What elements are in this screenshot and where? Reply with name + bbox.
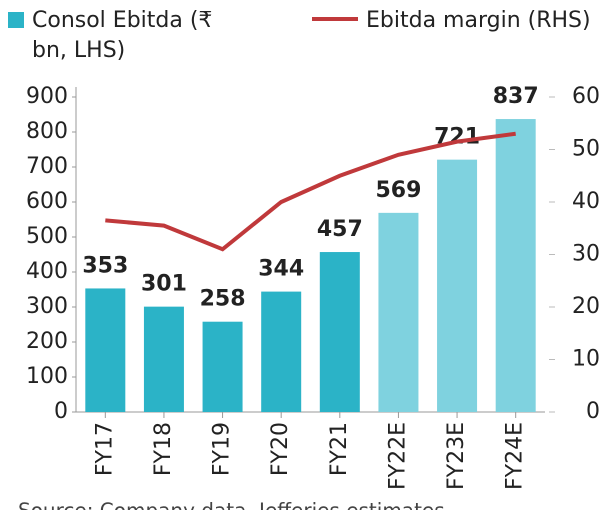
y-tick-label: 300 bbox=[26, 294, 68, 319]
y-tick-label: 900 bbox=[26, 84, 68, 109]
x-tick-label: FY20 bbox=[268, 422, 293, 476]
data-label: 258 bbox=[200, 287, 246, 312]
legend-swatch bbox=[312, 17, 358, 21]
y-tick-label: 200 bbox=[26, 329, 68, 354]
data-label: 457 bbox=[317, 217, 363, 242]
y-tick-label: 600 bbox=[26, 189, 68, 214]
x-tick-label: FY17 bbox=[92, 422, 117, 476]
source-note: Source: Company data, Jefferies estimate… bbox=[18, 499, 445, 510]
y2-tick-label: 40 bbox=[572, 189, 600, 214]
bar bbox=[261, 291, 302, 412]
x-tick-label: FY24E bbox=[503, 422, 528, 490]
y-tick-label: 500 bbox=[26, 224, 68, 249]
data-label: 837 bbox=[493, 84, 539, 109]
y-tick-label: 100 bbox=[26, 364, 68, 389]
bar bbox=[495, 119, 536, 413]
x-tick-label: FY19 bbox=[210, 422, 235, 476]
x-tick-label: FY21 bbox=[327, 422, 352, 476]
bar bbox=[202, 321, 243, 412]
data-label: 344 bbox=[258, 257, 304, 282]
x-tick-label: FY22E bbox=[385, 422, 410, 490]
data-label: 569 bbox=[375, 178, 421, 203]
y2-tick-label: 50 bbox=[572, 137, 600, 162]
bar bbox=[437, 159, 478, 412]
y-tick-label: 700 bbox=[26, 154, 68, 179]
y2-tick-label: 60 bbox=[572, 84, 600, 109]
bar bbox=[143, 306, 184, 412]
data-label: 353 bbox=[82, 253, 128, 278]
y-tick-label: 0 bbox=[54, 399, 68, 424]
y2-tick-label: 10 bbox=[572, 347, 600, 372]
x-tick-label: FY18 bbox=[151, 422, 176, 476]
data-label: 301 bbox=[141, 272, 187, 297]
y-tick-label: 400 bbox=[26, 259, 68, 284]
x-tick-label: FY23E bbox=[444, 422, 469, 490]
line bbox=[105, 131, 516, 252]
legend-label: Consol Ebitda (₹ bn, LHS) bbox=[32, 8, 213, 63]
legend-bar: Consol Ebitda (₹ bn, LHS) bbox=[8, 6, 222, 66]
y2-tick-label: 0 bbox=[586, 399, 600, 424]
legend-label: Ebitda margin (RHS) bbox=[366, 8, 591, 33]
bar bbox=[319, 252, 360, 412]
y-tick-label: 800 bbox=[26, 119, 68, 144]
legend-swatch bbox=[8, 12, 24, 28]
bar bbox=[85, 288, 126, 412]
legend-line: Ebitda margin (RHS) bbox=[312, 6, 591, 36]
y2-tick-label: 20 bbox=[572, 294, 600, 319]
bar bbox=[378, 212, 419, 412]
y2-tick-label: 30 bbox=[572, 242, 600, 267]
